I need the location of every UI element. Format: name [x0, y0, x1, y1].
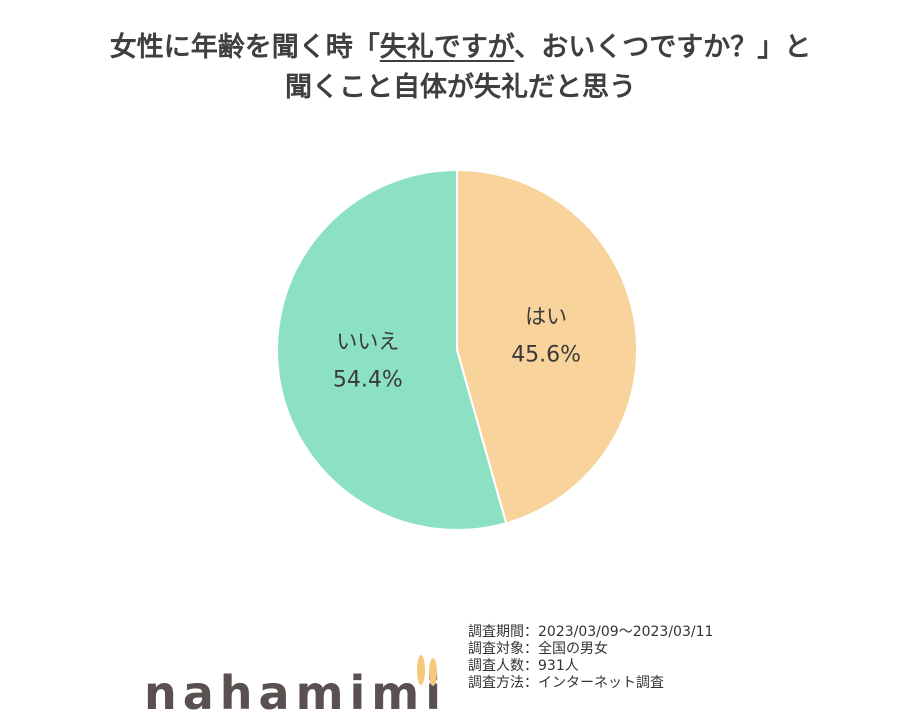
survey-method: 調査方法：インターネット調査	[468, 675, 664, 691]
rabbit-ear-icon	[417, 655, 437, 686]
pie-chart: はい 45.6% いいえ 54.4%	[276, 168, 638, 531]
survey-period: 調査期間：2023/03/09～2023/03/11	[468, 624, 714, 640]
title-part-1: 女性に年齢を聞く時「	[109, 32, 380, 63]
survey-info: 調査期間：2023/03/09～2023/03/11 調査対象：全国の男女 調査…	[468, 624, 713, 692]
title-part-2: 、おいくつですか？」と	[514, 32, 812, 63]
pie-slices	[276, 168, 638, 531]
survey-target: 調査対象：全国の男女	[468, 641, 608, 657]
pie-slice-value-1: 45.6%	[511, 343, 581, 368]
chart-title: 女性に年齢を聞く時「失礼ですが、おいくつですか？」と 聞くこと自体が失礼だと思う	[0, 28, 921, 108]
pie-slice-1	[456, 168, 638, 525]
chart-title-line-2: 聞くこと自体が失礼だと思う	[285, 72, 636, 103]
pie-slice-label-2: いいえ	[336, 329, 399, 353]
pie-slice-label-1: はい	[525, 305, 567, 329]
title-underlined-phrase: 失礼ですが	[379, 32, 515, 63]
survey-count: 調査人数：931人	[468, 658, 579, 674]
pie-slice-2	[276, 168, 508, 531]
pie-labels: はい 45.6% いいえ 54.4%	[333, 305, 581, 393]
brand-logo-text: nahamimi	[144, 666, 447, 720]
pie-slice-value-2: 54.4%	[333, 367, 403, 392]
chart-title-line-1: 女性に年齢を聞く時「失礼ですが、おいくつですか？」と	[0, 28, 921, 68]
